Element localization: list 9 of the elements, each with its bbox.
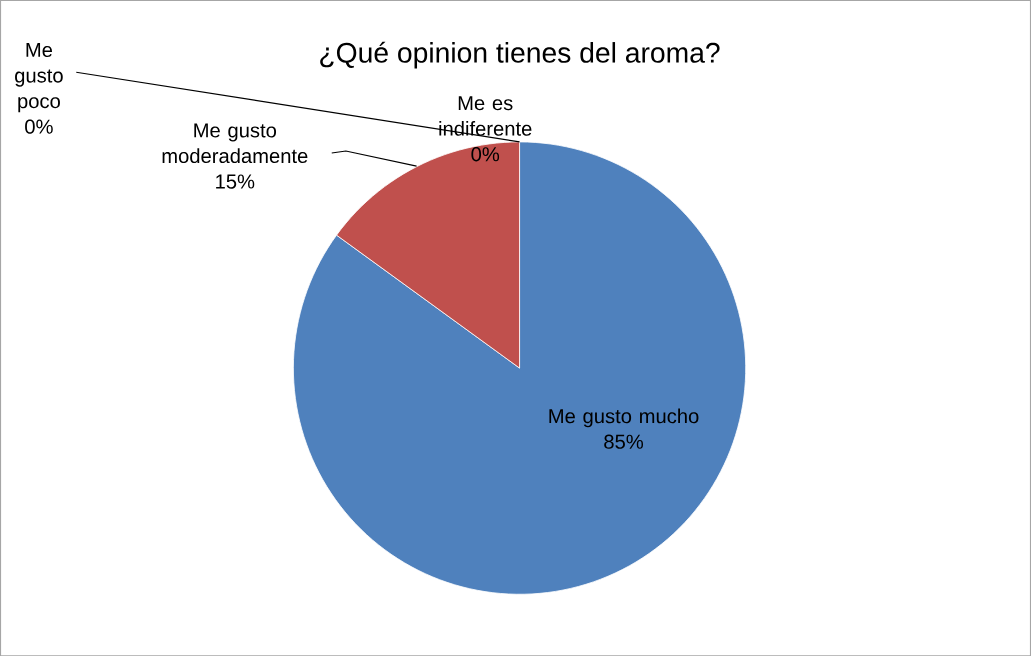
data-label: 15% (216, 174, 255, 189)
text: 0% (471, 146, 500, 162)
chart-title: ¿Qué opinion tienes del aroma? (320, 41, 720, 69)
category-label: Me es indiferente (439, 95, 532, 136)
data-label: 85% (604, 434, 644, 449)
slice-label: Me gusto mucho (549, 408, 699, 428)
category-label: Me gusto poco (15, 42, 63, 113)
text: 0% (25, 119, 53, 134)
slice-label: Me gusto moderadamente (162, 123, 308, 163)
